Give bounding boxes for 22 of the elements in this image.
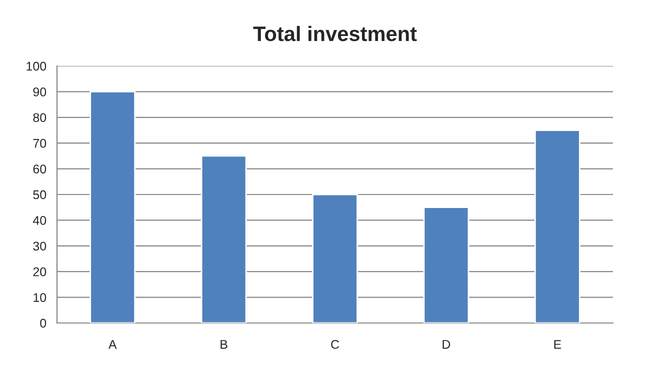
y-tick-label: 100 — [26, 62, 46, 71]
y-tick-label: 70 — [33, 138, 46, 148]
bar — [90, 91, 136, 323]
y-tick-label: 80 — [33, 113, 46, 122]
y-tick-label: 90 — [33, 88, 46, 96]
y-tick-label: 0 — [40, 318, 46, 328]
bar — [423, 206, 470, 323]
bar — [200, 155, 247, 323]
y-tick-label: 20 — [33, 267, 46, 276]
x-tick-label: D — [442, 340, 450, 349]
bar — [534, 130, 580, 323]
y-tick-label: 40 — [32, 216, 46, 225]
y-tick-label: 30 — [33, 242, 46, 251]
chart-title: Total investment — [253, 26, 417, 42]
y-tick-label: 60 — [33, 164, 46, 174]
y-tick-label: 50 — [33, 190, 46, 200]
y-tick-label: 10 — [34, 293, 46, 302]
bar — [312, 194, 358, 323]
x-tick-label: C — [331, 340, 340, 349]
x-tick-label: A — [108, 340, 117, 349]
x-tick-label: B — [220, 340, 228, 349]
x-tick-label: E — [554, 340, 562, 349]
